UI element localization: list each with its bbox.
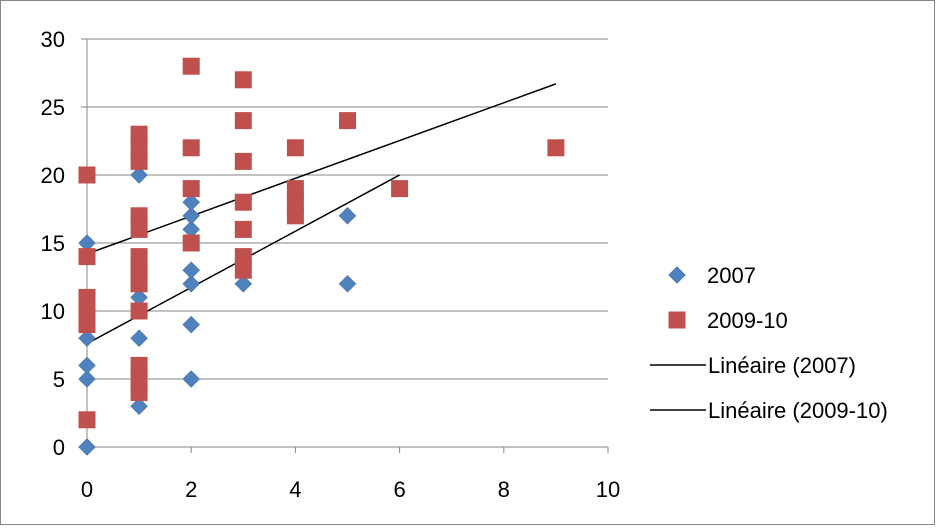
data-point-square [130,207,148,225]
y-tick-label: 15 [41,231,65,256]
data-point-square [130,139,148,157]
data-point-diamond [182,193,201,212]
data-point-square [234,220,252,238]
data-point-square [78,302,96,320]
gridlines [87,38,608,380]
data-point-square [286,207,304,225]
data-point-square [130,125,148,143]
data-point-square [130,152,148,170]
y-tick-label: 20 [41,163,65,188]
data-point-diamond [338,206,357,225]
legend-entry: Linéaire (2009-10) [650,398,888,423]
data-point-diamond [130,397,148,416]
series-0 [78,152,357,456]
data-point-square [286,180,304,198]
data-point-diamond [182,261,201,280]
data-point-square [391,180,409,198]
data-point-square [182,139,200,157]
data-point-diamond [182,370,201,388]
legend-square-icon [668,311,686,329]
data-point-diamond [338,274,357,293]
legend-entry: 2009-10 [668,308,788,333]
data-point-square [130,261,148,279]
data-point-square [78,248,96,266]
legend-label: Linéaire (2007) [708,353,856,378]
data-points [78,57,565,456]
data-point-diamond [182,206,201,225]
data-point-square [130,220,148,238]
data-point-square [234,71,252,89]
x-tick-label: 4 [289,477,301,502]
data-point-square [339,112,356,130]
legend-entry: 2007 [668,263,756,288]
data-point-square [547,139,565,157]
data-point-square [130,248,148,266]
data-point-square [234,248,252,266]
data-point-square [234,193,252,211]
data-point-square [78,288,96,306]
data-point-diamond [78,329,96,348]
x-tick-label: 6 [393,477,405,502]
data-point-square [234,261,252,279]
legend-diamond-icon [668,266,686,284]
x-tick-label: 8 [498,477,510,502]
data-point-square [130,356,148,374]
data-point-square [286,193,304,211]
legend: 2007 2009-10 Linéaire (2007) Linéaire (2009… [650,263,888,423]
data-point-diamond [78,370,96,388]
data-point-square [78,316,96,334]
data-point-square [286,139,304,157]
legend-label: 2009-10 [707,308,788,333]
data-point-diamond [182,315,201,334]
data-point-square [130,370,148,388]
data-point-diamond [78,356,96,375]
trendlines [86,83,557,345]
data-point-square [234,152,252,170]
trendline-1 [86,83,557,255]
data-point-square [182,57,200,75]
y-tick-label: 0 [53,435,65,460]
data-point-square [130,384,148,402]
legend-entry: Linéaire (2007) [650,353,856,378]
data-point-square [182,180,200,198]
axes: 0 5 10 15 20 25 30 0 2 4 6 8 10 [41,27,621,502]
data-point-diamond [130,166,148,184]
data-point-square [182,234,200,252]
y-tick-label: 5 [53,367,65,392]
legend-label: Linéaire (2009-10) [708,398,888,423]
data-point-square [78,411,96,429]
data-point-diamond [182,274,201,293]
data-point-diamond [130,329,148,348]
data-point-diamond [234,274,253,293]
x-tick-label: 0 [81,477,93,502]
legend-label: 2007 [707,263,756,288]
y-tick-label: 25 [41,95,65,120]
series-1 [78,57,565,429]
data-point-square [234,112,252,130]
data-point-square [130,302,148,320]
y-tick-label: 30 [41,27,65,52]
x-tick-label: 10 [596,477,620,502]
x-tick-label: 2 [185,477,197,502]
data-point-square [130,275,148,293]
data-point-square [78,166,96,184]
y-tick-label: 10 [41,299,65,324]
data-point-diamond [78,438,96,456]
